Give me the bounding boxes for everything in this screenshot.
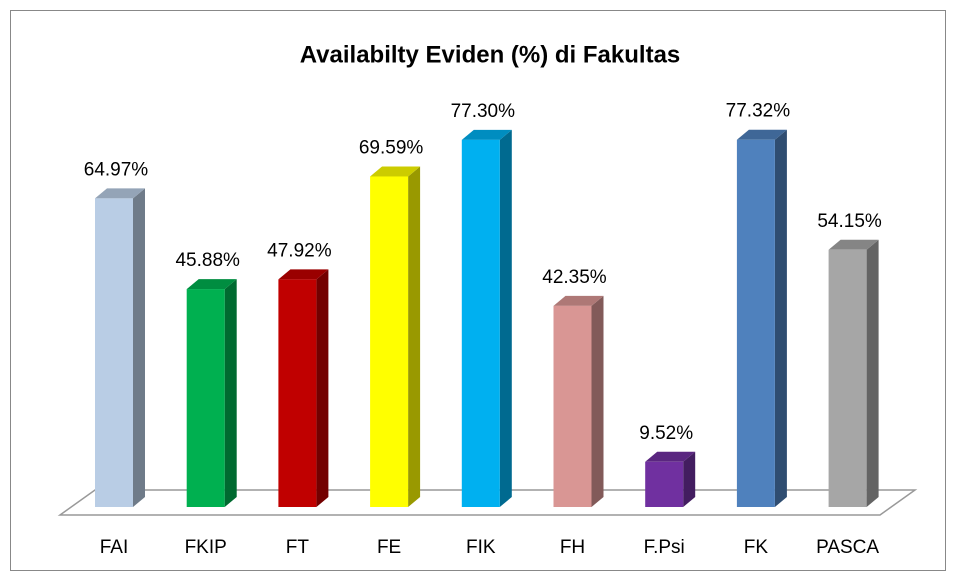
x-tick-label: FIK — [466, 537, 496, 558]
bar — [553, 305, 592, 507]
value-label: 64.97% — [84, 159, 149, 180]
value-label: 47.92% — [267, 240, 332, 261]
x-tick-label: FH — [560, 537, 585, 558]
x-tick-label: F.Psi — [644, 537, 685, 558]
bar-top — [186, 279, 237, 290]
value-label: 77.32% — [726, 101, 791, 122]
bar — [736, 139, 775, 508]
bar-top — [736, 129, 787, 140]
value-label: 69.59% — [359, 137, 424, 158]
x-tick-label: FKIP — [185, 537, 227, 558]
bar-top — [553, 295, 604, 306]
bar-top — [95, 188, 145, 199]
bar-top — [461, 129, 512, 140]
bar-side — [683, 451, 696, 507]
x-tick-label: PASCA — [816, 537, 879, 558]
bar — [95, 198, 133, 507]
value-label: 45.88% — [175, 250, 240, 271]
bar — [828, 249, 867, 507]
x-tick-label: FAI — [100, 537, 129, 558]
bar-side — [499, 129, 512, 507]
x-tick-label: FK — [744, 537, 769, 558]
bar-top — [645, 451, 696, 462]
chart-title: Availabilty Eviden (%) di Fakultas — [300, 41, 681, 68]
x-tick-label: FE — [377, 537, 401, 558]
value-label: 77.30% — [451, 101, 516, 122]
value-label: 54.15% — [817, 211, 882, 232]
bar — [461, 139, 500, 507]
bar — [186, 289, 225, 507]
bar-top — [828, 239, 879, 250]
bar-side — [224, 279, 237, 507]
value-label: 9.52% — [639, 423, 693, 444]
value-label: 42.35% — [542, 267, 607, 288]
bar — [278, 279, 317, 507]
x-tick-label: FT — [286, 537, 310, 558]
bar — [370, 176, 409, 507]
bar-top — [370, 166, 421, 177]
bar-side — [866, 239, 879, 507]
bar — [645, 461, 684, 507]
bar-top — [278, 269, 329, 280]
bar-side — [133, 188, 145, 507]
bar-side — [591, 295, 604, 507]
bar-side — [774, 129, 787, 508]
bar-side — [316, 269, 329, 507]
bar-side — [408, 166, 421, 507]
